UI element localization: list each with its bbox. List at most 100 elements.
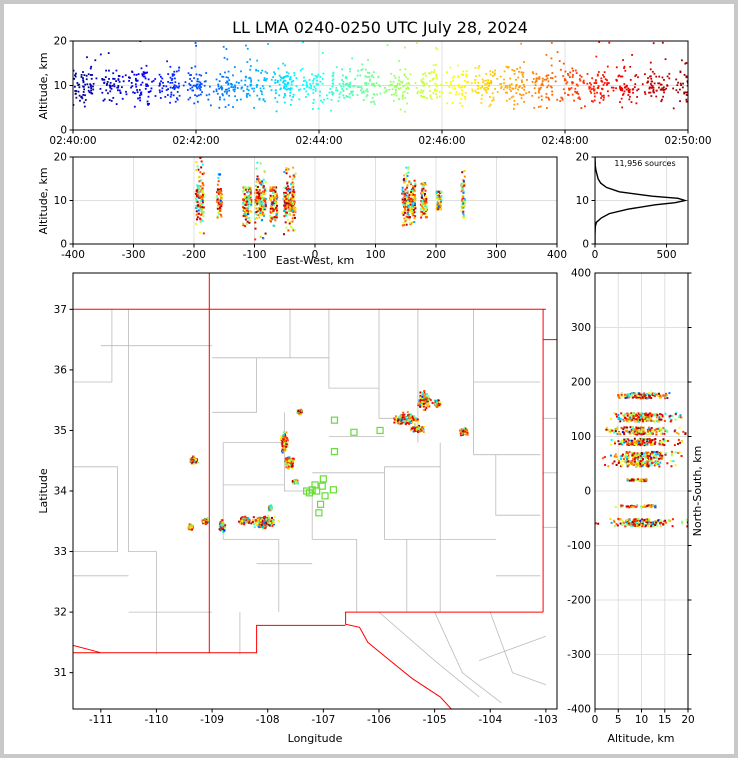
source-point: [366, 88, 369, 91]
source-point: [405, 76, 407, 78]
source-point: [423, 404, 426, 407]
source-point: [429, 399, 432, 402]
source-point: [275, 110, 278, 113]
source-point: [411, 211, 414, 214]
source-point: [161, 77, 164, 80]
source-point: [641, 83, 644, 86]
source-point: [465, 75, 468, 78]
source-point: [358, 86, 361, 89]
source-point: [420, 79, 423, 81]
source-point: [622, 92, 625, 95]
source-point: [197, 85, 200, 88]
source-point: [247, 212, 250, 215]
source-point: [589, 90, 592, 93]
source-point: [282, 439, 285, 442]
source-point: [200, 74, 203, 77]
source-point: [536, 77, 539, 80]
source-point: [316, 75, 319, 78]
source-point: [269, 216, 272, 219]
source-point: [405, 166, 408, 169]
source-point: [289, 94, 291, 97]
source-point: [272, 191, 275, 194]
source-point: [554, 80, 557, 83]
source-point: [416, 420, 419, 423]
source-point: [414, 215, 417, 218]
source-point: [573, 99, 575, 102]
source-point: [279, 79, 282, 81]
source-point: [83, 101, 86, 104]
source-point: [321, 51, 324, 54]
source-point: [175, 70, 178, 73]
source-point: [244, 215, 247, 218]
source-point: [312, 82, 315, 85]
source-point: [533, 106, 536, 109]
county-line: [212, 357, 258, 413]
source-point: [518, 86, 521, 89]
source-point: [286, 83, 289, 85]
source-point: [550, 64, 553, 67]
source-point: [255, 68, 258, 71]
source-point: [284, 436, 287, 439]
source-point: [292, 96, 294, 98]
source-point: [200, 210, 203, 213]
source-point: [273, 217, 276, 220]
source-point: [648, 395, 651, 398]
source-point: [646, 81, 649, 84]
source-point: [394, 88, 397, 91]
source-point: [267, 521, 270, 524]
source-point: [628, 432, 631, 435]
source-point: [119, 92, 122, 95]
source-point: [520, 71, 523, 74]
source-point: [406, 195, 409, 198]
source-point: [289, 91, 292, 94]
plan-view-xlabel: Longitude: [288, 732, 343, 745]
source-point: [415, 86, 418, 89]
source-point: [113, 85, 116, 88]
x-tick-label: 02:44:00: [295, 135, 342, 147]
source-point: [617, 394, 620, 397]
source-point: [486, 81, 489, 84]
source-point: [642, 426, 645, 429]
source-point: [287, 189, 290, 192]
source-point: [263, 208, 266, 211]
source-point: [233, 90, 236, 93]
source-point: [422, 85, 425, 87]
source-point: [254, 212, 257, 215]
source-point: [385, 89, 388, 91]
source-point: [139, 92, 142, 95]
source-point: [464, 427, 467, 430]
source-point: [414, 184, 417, 187]
source-point: [269, 186, 272, 189]
source-point: [249, 58, 251, 61]
source-point: [649, 428, 652, 431]
source-point: [370, 83, 373, 86]
source-point: [281, 448, 284, 451]
source-point: [75, 96, 78, 99]
source-point: [402, 422, 405, 425]
source-point: [439, 191, 442, 194]
source-point: [145, 83, 147, 86]
source-point: [651, 87, 653, 89]
source-point: [74, 75, 77, 78]
source-point: [105, 69, 108, 72]
source-point: [402, 418, 405, 421]
source-point: [404, 97, 407, 99]
source-point: [595, 55, 598, 58]
source-point: [147, 91, 150, 93]
source-point: [259, 519, 262, 522]
source-point: [631, 88, 634, 91]
source-point: [474, 79, 476, 81]
source-point: [625, 88, 628, 91]
source-point: [169, 65, 172, 68]
source-point: [597, 86, 600, 89]
source-point: [221, 519, 224, 522]
source-point: [393, 74, 396, 77]
source-point: [259, 213, 262, 216]
source-point: [218, 80, 221, 83]
source-point: [645, 418, 648, 421]
source-point: [285, 463, 288, 466]
source-point: [414, 417, 417, 420]
source-point: [658, 427, 661, 430]
source-point: [189, 526, 192, 529]
source-point: [90, 77, 93, 80]
